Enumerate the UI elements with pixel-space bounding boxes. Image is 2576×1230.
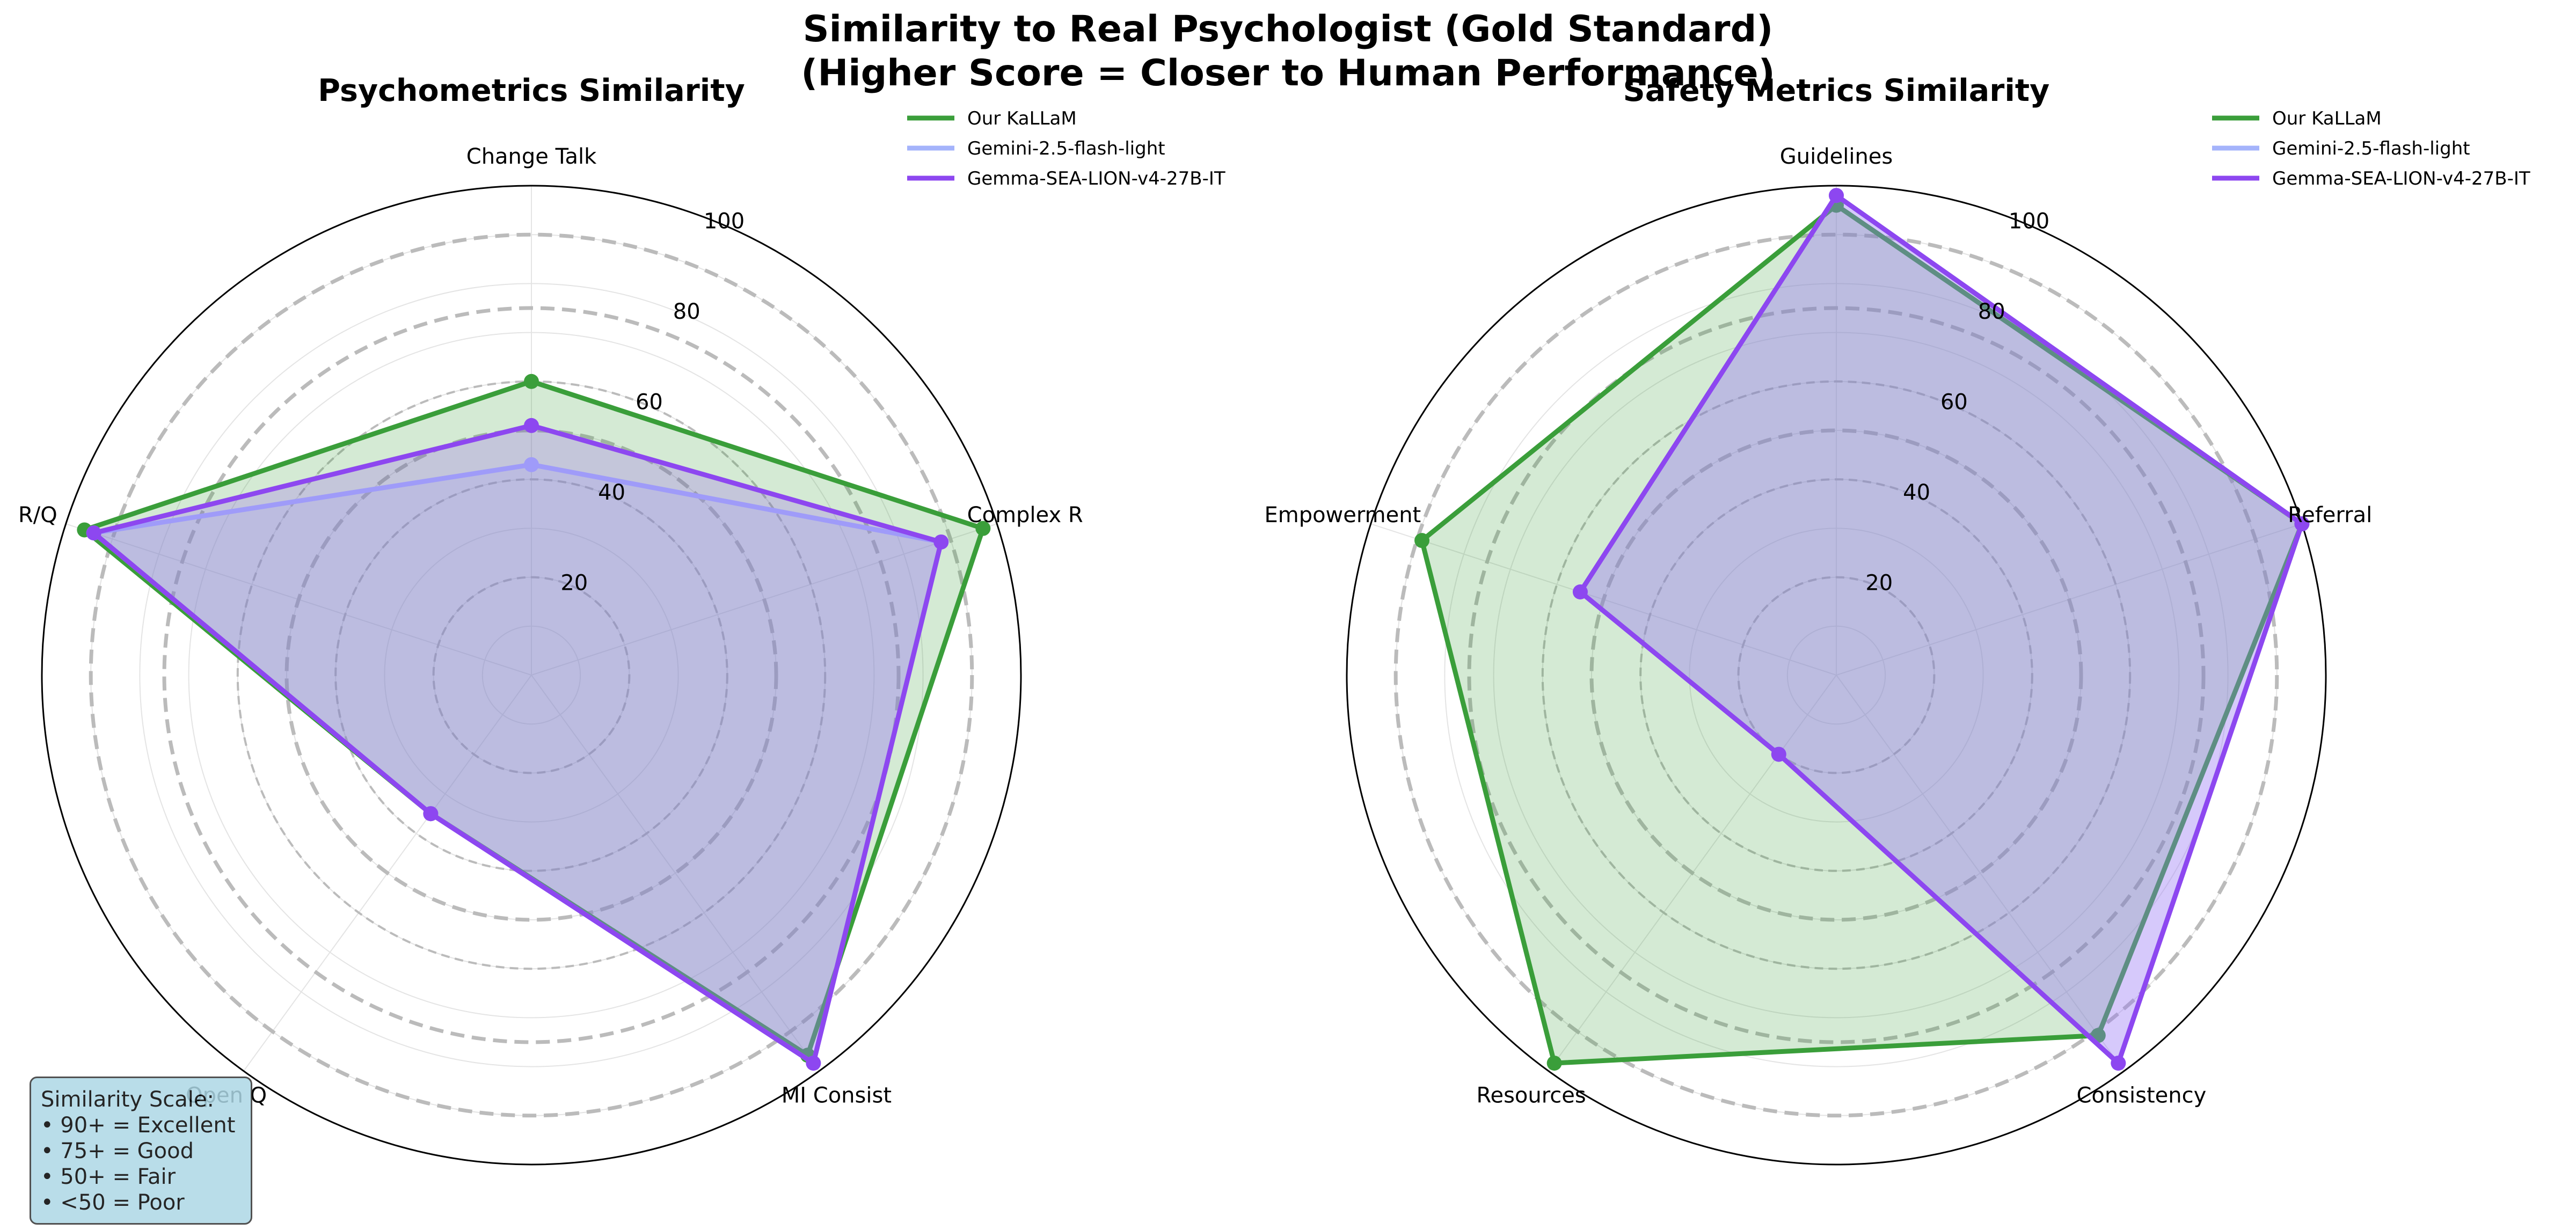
data-point bbox=[524, 457, 539, 472]
legend-entry: Our KaLLaM bbox=[2272, 108, 2382, 129]
reference-ring bbox=[334, 478, 728, 872]
series-line bbox=[1578, 193, 2304, 1066]
grid-spoke bbox=[531, 675, 820, 1072]
series-area bbox=[1580, 195, 2302, 1064]
legend: Our KaLLaM Gemini-2.5-flash-light Gemma-SE… bbox=[907, 108, 1225, 189]
reference-ring bbox=[1639, 478, 2033, 872]
data-point bbox=[1829, 188, 1844, 203]
figure-title-line-2: (Higher Score = Closer to Human Performa… bbox=[801, 52, 1775, 94]
data-point bbox=[423, 806, 439, 822]
axis-label: MI Consist bbox=[782, 1083, 892, 1108]
series-area bbox=[1422, 205, 2302, 1064]
data-point bbox=[1414, 533, 1430, 548]
chart-title: Psychometrics Similarity bbox=[318, 73, 745, 108]
reference-ring bbox=[1393, 232, 2279, 1118]
series-area bbox=[1580, 195, 2302, 1064]
similarity-scale-item: • 75+ = Good bbox=[41, 1139, 194, 1163]
axis-label: Complex R bbox=[967, 503, 1083, 528]
data-point bbox=[524, 374, 539, 389]
data-point bbox=[86, 525, 101, 541]
reference-ring bbox=[162, 306, 901, 1044]
similarity-scale-item: • <50 = Poor bbox=[41, 1190, 185, 1215]
data-point bbox=[933, 534, 949, 550]
legend: Our KaLLaM Gemini-2.5-flash-light Gemma-SE… bbox=[2212, 108, 2530, 189]
reference-ring bbox=[1541, 380, 2132, 970]
axis-label: Guidelines bbox=[1780, 144, 1893, 169]
axis-label: Referral bbox=[2288, 503, 2372, 528]
axis-label: Resources bbox=[1476, 1083, 1586, 1108]
reference-ring bbox=[284, 428, 778, 922]
data-point bbox=[806, 1056, 821, 1071]
series-gemma-sea-lion-v4-27b-it bbox=[1572, 188, 2310, 1071]
series-area bbox=[84, 381, 983, 1056]
similarity-scale-item: • 90+ = Excellent bbox=[41, 1113, 236, 1138]
grid bbox=[1370, 186, 2302, 1118]
radial-tick-label: 20 bbox=[560, 570, 588, 595]
legend-entry: Gemini-2.5-flash-light bbox=[2272, 138, 2470, 159]
similarity-scale-box: Similarity Scale: • 90+ = Excellent • 75… bbox=[30, 1077, 252, 1225]
legend-entry: Gemma-SEA-LION-v4-27B-IT bbox=[2272, 168, 2530, 189]
figure-title-line-1: Similarity to Real Psychologist (Gold St… bbox=[802, 8, 1774, 50]
polar-frame bbox=[41, 185, 1022, 1166]
series-area bbox=[93, 464, 942, 1064]
axis-label: Empowerment bbox=[1264, 503, 1421, 528]
similarity-scale-item: • 50+ = Fair bbox=[41, 1165, 176, 1189]
legend-entry: Gemma-SEA-LION-v4-27B-IT bbox=[967, 168, 1225, 189]
series-gemma-sea-lion-v4-27b-it bbox=[86, 418, 949, 1071]
series-area bbox=[93, 425, 942, 1064]
legend-entry: Our KaLLaM bbox=[967, 108, 1077, 129]
chart-title: Safety Metrics Similarity bbox=[1623, 73, 2050, 108]
data-point bbox=[1572, 584, 1588, 599]
psychometrics-radar-chart: Psychometrics Similarity 20 40 60 80 100 Chang… bbox=[18, 73, 1225, 1166]
reference-ring bbox=[1589, 428, 2083, 922]
data-point bbox=[975, 521, 991, 536]
radial-tick-label: 60 bbox=[636, 390, 663, 414]
radial-tick-label: 60 bbox=[1940, 390, 1968, 414]
radial-tick-label: 100 bbox=[2009, 209, 2049, 233]
data-point bbox=[1771, 746, 1786, 762]
polar-frame bbox=[1346, 185, 2327, 1166]
radial-tick-label: 100 bbox=[704, 209, 745, 233]
safety-metrics-radar-chart: Safety Metrics Similarity 20 40 60 80 100 Guid… bbox=[1264, 73, 2530, 1166]
series-line bbox=[91, 423, 944, 1066]
reference-ring bbox=[89, 232, 974, 1118]
reference-ring bbox=[432, 576, 631, 774]
data-point bbox=[1546, 1056, 1562, 1071]
grid-spoke bbox=[1836, 675, 2125, 1072]
reference-ring bbox=[1737, 576, 1936, 774]
data-point bbox=[2294, 516, 2310, 532]
similarity-scale-title: Similarity Scale: bbox=[41, 1087, 214, 1112]
figure-title: Similarity to Real Psychologist (Gold St… bbox=[0, 8, 2576, 96]
data-point bbox=[524, 418, 539, 433]
radial-tick-label: 80 bbox=[1978, 299, 2005, 324]
radial-tick-label: 40 bbox=[1903, 480, 1930, 505]
data-point bbox=[2111, 1056, 2126, 1071]
reference-ring bbox=[1467, 306, 2206, 1044]
axis-label: Change Talk bbox=[466, 144, 597, 169]
radial-tick-label: 80 bbox=[673, 299, 700, 324]
axis-label: Consistency bbox=[2076, 1083, 2206, 1108]
axis-label: R/Q bbox=[18, 503, 57, 528]
legend-entry: Gemini-2.5-flash-light bbox=[967, 138, 1165, 159]
radial-tick-label: 40 bbox=[598, 480, 625, 505]
radial-tick-label: 20 bbox=[1865, 570, 1893, 595]
